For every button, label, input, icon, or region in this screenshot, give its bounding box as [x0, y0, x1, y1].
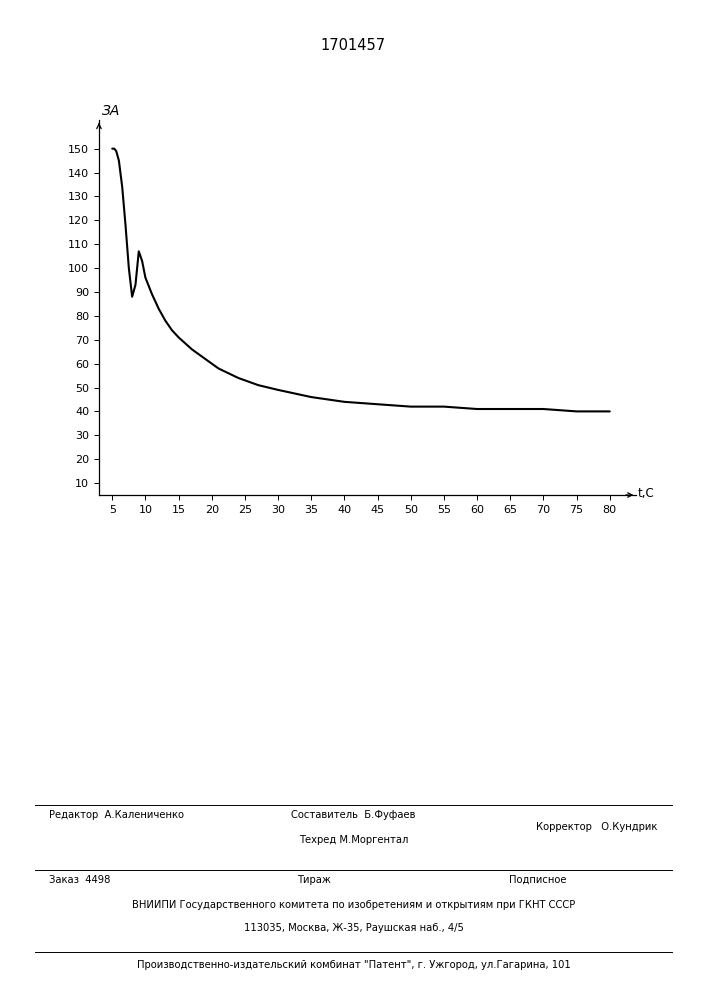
Text: Заказ  4498: Заказ 4498: [49, 875, 111, 885]
Text: 1701457: 1701457: [321, 38, 386, 53]
Text: Техред М.Моргентал: Техред М.Моргентал: [299, 835, 408, 845]
Text: Подписное: Подписное: [509, 875, 566, 885]
Text: ЗА: ЗА: [103, 104, 121, 118]
Text: Производственно-издательский комбинат "Патент", г. Ужгород, ул.Гагарина, 101: Производственно-издательский комбинат "П…: [136, 960, 571, 970]
Text: 113035, Москва, Ж-35, Раушская наб., 4/5: 113035, Москва, Ж-35, Раушская наб., 4/5: [244, 923, 463, 933]
Text: Редактор  А.Калениченко: Редактор А.Калениченко: [49, 810, 185, 820]
Text: Тираж: Тираж: [297, 875, 331, 885]
Text: Составитель  Б.Фуфаев: Составитель Б.Фуфаев: [291, 810, 416, 820]
Text: Корректор   О.Кундрик: Корректор О.Кундрик: [536, 822, 658, 832]
Text: t,С: t,С: [638, 487, 655, 500]
Text: ВНИИПИ Государственного комитета по изобретениям и открытиям при ГКНТ СССР: ВНИИПИ Государственного комитета по изоб…: [132, 900, 575, 910]
